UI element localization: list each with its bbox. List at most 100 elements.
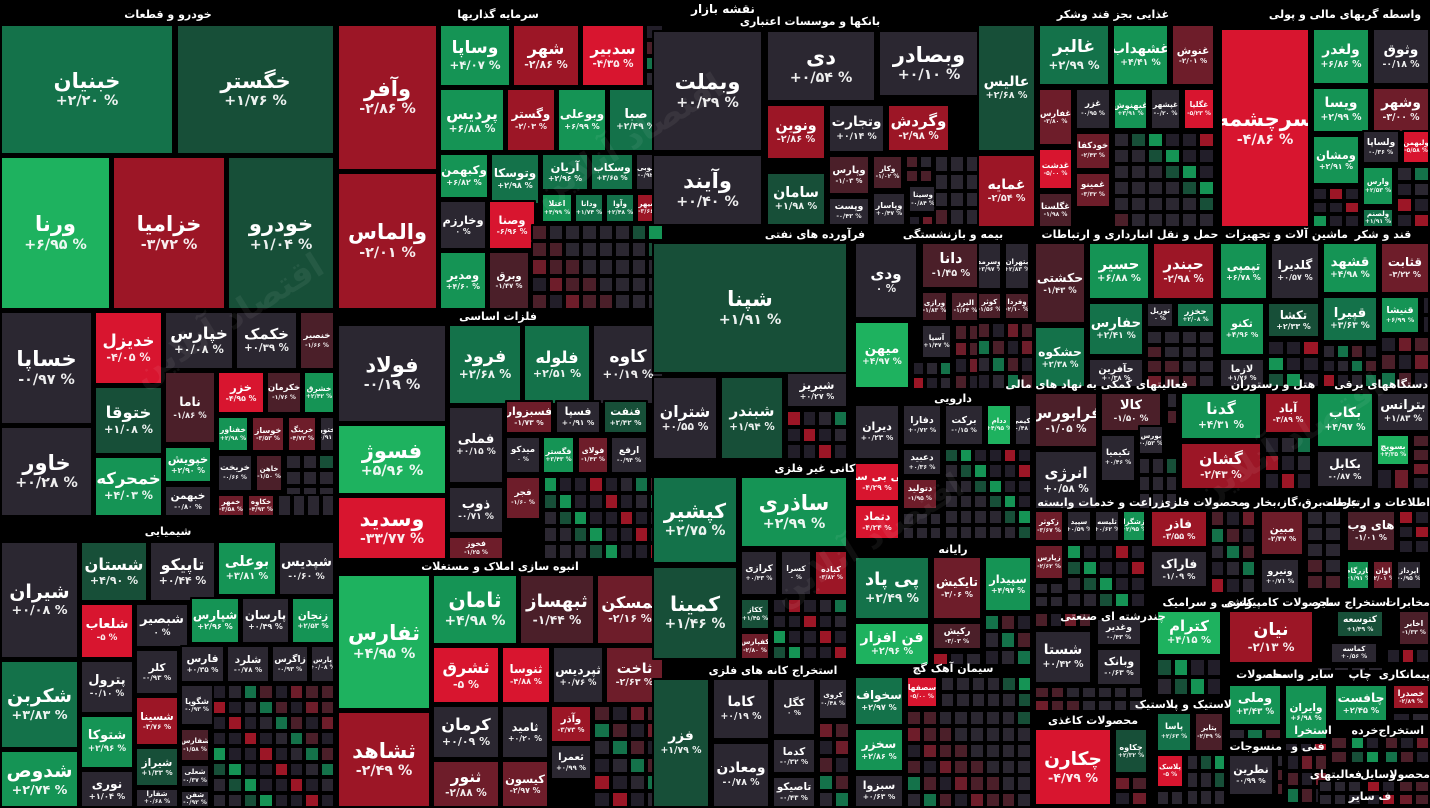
treemap-micro-tile[interactable] xyxy=(969,775,985,792)
treemap-micro-tile[interactable] xyxy=(580,275,598,293)
treemap-micro-tile[interactable] xyxy=(919,169,933,183)
treemap-micro-tile[interactable] xyxy=(273,699,289,715)
treemap-micro-tile[interactable] xyxy=(1017,509,1032,525)
treemap-micro-tile[interactable] xyxy=(912,375,926,390)
treemap-micro-tile[interactable] xyxy=(958,478,974,494)
treemap-micro-tile[interactable] xyxy=(834,773,850,791)
treemap-tile[interactable]: وسینا -۰/۸۴ % xyxy=(908,185,938,213)
treemap-tile[interactable]: نطرین -۰/۹۹ % xyxy=(1228,754,1274,796)
treemap-micro-tile[interactable] xyxy=(1399,736,1415,750)
treemap-tile[interactable]: فرود +۲/۶۸ % xyxy=(448,324,522,405)
treemap-micro-tile[interactable] xyxy=(954,340,968,357)
treemap-micro-tile[interactable] xyxy=(273,792,289,808)
treemap-micro-tile[interactable] xyxy=(273,761,289,777)
treemap-micro-tile[interactable] xyxy=(242,746,259,762)
treemap-micro-tile[interactable] xyxy=(547,241,565,259)
treemap-micro-tile[interactable] xyxy=(277,494,292,517)
treemap-micro-tile[interactable] xyxy=(919,155,933,169)
treemap-micro-tile[interactable] xyxy=(988,448,1003,464)
treemap-micro-tile[interactable] xyxy=(905,169,919,183)
treemap-micro-tile[interactable] xyxy=(610,773,629,791)
treemap-micro-tile[interactable] xyxy=(921,759,938,776)
treemap-micro-tile[interactable] xyxy=(1082,560,1098,576)
treemap-tile[interactable]: گلدیرا +۰/۵۷ % xyxy=(1270,242,1320,300)
treemap-micro-tile[interactable] xyxy=(1016,726,1032,743)
treemap-micro-tile[interactable] xyxy=(1164,212,1181,228)
treemap-tile[interactable]: والماس -۲/۰۱ % xyxy=(337,172,438,310)
treemap-micro-tile[interactable] xyxy=(603,476,619,493)
treemap-micro-tile[interactable] xyxy=(1138,457,1152,475)
treemap-tile[interactable]: فسپا +۰/۹۱ % xyxy=(555,400,601,434)
treemap-tile[interactable]: فولاد -۰/۱۹ % xyxy=(337,324,447,423)
treemap-micro-tile[interactable] xyxy=(818,790,834,808)
treemap-tile[interactable]: شسینا -۳/۷۶ % xyxy=(135,696,179,746)
treemap-micro-tile[interactable] xyxy=(1296,472,1312,490)
treemap-tile[interactable]: کترام +۴/۱۵ % xyxy=(1156,610,1222,656)
treemap-micro-tile[interactable] xyxy=(984,648,1000,666)
treemap-tile[interactable]: فملی +۰/۱۵ % xyxy=(448,406,504,484)
treemap-tile[interactable]: وبوعلی +۶/۹۹ % xyxy=(557,88,607,152)
treemap-micro-tile[interactable] xyxy=(912,361,926,376)
treemap-micro-tile[interactable] xyxy=(1077,612,1092,628)
treemap-micro-tile[interactable] xyxy=(906,759,922,776)
treemap-tile[interactable]: زپارس -۲/۶۲ % xyxy=(1034,544,1064,580)
treemap-micro-tile[interactable] xyxy=(1034,686,1050,699)
treemap-tile[interactable]: حفارس +۲/۴۱ % xyxy=(1088,302,1144,356)
treemap-micro-tile[interactable] xyxy=(1197,359,1215,374)
treemap-micro-tile[interactable] xyxy=(580,258,598,276)
treemap-micro-tile[interactable] xyxy=(1422,296,1430,315)
treemap-micro-tile[interactable] xyxy=(1172,677,1189,696)
treemap-micro-tile[interactable] xyxy=(988,463,1003,479)
treemap-micro-tile[interactable] xyxy=(817,426,833,444)
treemap-micro-tile[interactable] xyxy=(801,410,817,427)
treemap-micro-tile[interactable] xyxy=(301,454,319,470)
treemap-micro-tile[interactable] xyxy=(953,791,969,808)
treemap-micro-tile[interactable] xyxy=(801,426,817,444)
treemap-tile[interactable]: فگستر +۳/۴۳ % xyxy=(542,436,575,474)
treemap-tile[interactable]: ختور+۰/۹۱ % xyxy=(319,416,335,452)
treemap-micro-tile[interactable] xyxy=(227,777,243,793)
treemap-micro-tile[interactable] xyxy=(1114,576,1130,592)
treemap-tile[interactable]: کرازی +۰/۴۳ % xyxy=(740,550,778,596)
treemap-micro-tile[interactable] xyxy=(1366,804,1382,808)
treemap-micro-tile[interactable] xyxy=(273,684,289,700)
treemap-micro-tile[interactable] xyxy=(1414,524,1430,540)
treemap-micro-tile[interactable] xyxy=(1017,524,1032,540)
treemap-micro-tile[interactable] xyxy=(944,524,959,540)
treemap-micro-tile[interactable] xyxy=(1414,736,1430,750)
treemap-micro-tile[interactable] xyxy=(1415,648,1430,664)
treemap-micro-tile[interactable] xyxy=(564,258,581,276)
treemap-micro-tile[interactable] xyxy=(1017,463,1032,479)
treemap-tile[interactable]: حکشتی -۱/۴۳ % xyxy=(1034,242,1086,324)
treemap-micro-tile[interactable] xyxy=(1324,526,1342,542)
treemap-tile[interactable]: خاهن -۱/۵۰ % xyxy=(255,454,283,492)
treemap-tile[interactable]: وشهر -۳/۰۰ % xyxy=(1372,87,1430,133)
treemap-micro-tile[interactable] xyxy=(1113,212,1130,228)
treemap-tile[interactable]: بورس -۰/۵۳ % xyxy=(1138,425,1164,455)
treemap-tile[interactable]: بسویچ +۴/۳۵ % xyxy=(1376,434,1410,466)
treemap-tile[interactable]: وآیند +۰/۴۰ % xyxy=(652,154,763,226)
treemap-micro-tile[interactable] xyxy=(954,373,968,390)
treemap-micro-tile[interactable] xyxy=(958,494,974,510)
treemap-micro-tile[interactable] xyxy=(1049,582,1064,595)
treemap-micro-tile[interactable] xyxy=(938,375,952,390)
treemap-tile[interactable]: دکیمی+۰/۴۸ % xyxy=(1014,404,1032,446)
treemap-micro-tile[interactable] xyxy=(953,710,969,727)
treemap-micro-tile[interactable] xyxy=(1376,468,1393,490)
treemap-tile[interactable]: وبصادر +۰/۱۰ % xyxy=(878,30,980,97)
treemap-micro-tile[interactable] xyxy=(273,777,289,793)
treemap-tile[interactable]: ولبهمن -۵/۵۸ % xyxy=(1402,130,1430,164)
treemap-micro-tile[interactable] xyxy=(531,258,548,276)
treemap-micro-tile[interactable] xyxy=(984,726,1001,743)
treemap-micro-tile[interactable] xyxy=(1210,526,1226,544)
treemap-micro-tile[interactable] xyxy=(618,492,634,510)
treemap-micro-tile[interactable] xyxy=(288,684,305,700)
treemap-tile[interactable]: شفارا +۰/۶۸ % xyxy=(135,788,179,808)
treemap-micro-tile[interactable] xyxy=(772,613,788,629)
treemap-tile[interactable]: تاپیکو +۰/۴۴ % xyxy=(149,541,216,602)
treemap-micro-tile[interactable] xyxy=(1113,148,1130,164)
treemap-micro-tile[interactable] xyxy=(1170,790,1184,806)
treemap-micro-tile[interactable] xyxy=(938,361,952,376)
treemap-micro-tile[interactable] xyxy=(1198,148,1215,164)
treemap-micro-tile[interactable] xyxy=(1146,344,1164,359)
